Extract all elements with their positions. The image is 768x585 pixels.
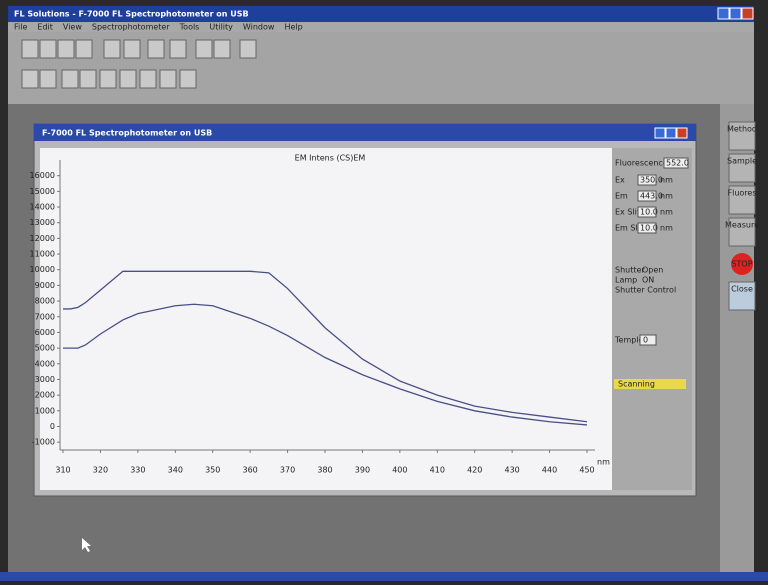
mode-label: Fluorescence <box>615 159 668 168</box>
child-maximize[interactable] <box>666 128 676 138</box>
child-minimize[interactable] <box>655 128 665 138</box>
menu-item[interactable]: Spectrophotometer <box>92 23 170 32</box>
right-toolbar-label[interactable]: Close <box>731 285 753 294</box>
y-tick-label: 5000 <box>35 344 55 353</box>
taskbar <box>0 572 768 581</box>
y-tick-label: 4000 <box>35 359 55 368</box>
temp-label: Temple <box>614 336 644 345</box>
field-unit: nm <box>660 192 673 201</box>
y-tick-label: 7000 <box>35 312 55 321</box>
x-tick-label: 410 <box>430 466 445 475</box>
x-tick-label: 380 <box>317 466 332 475</box>
field-value: 10.0 <box>640 224 658 233</box>
menu-item[interactable]: Window <box>243 23 275 32</box>
y-tick-label: 12000 <box>30 234 55 243</box>
toolbar-button[interactable] <box>62 70 78 88</box>
x-tick-label: 370 <box>280 466 295 475</box>
toolbar-button[interactable] <box>180 70 196 88</box>
right-toolbar-label[interactable]: Measure <box>725 221 759 230</box>
x-axis-label: nm <box>597 458 610 467</box>
mode-value: 552.0 <box>666 159 689 168</box>
close-button[interactable] <box>742 8 753 19</box>
field-label: Ex Slit <box>615 208 640 217</box>
x-tick-label: 430 <box>505 466 520 475</box>
toolbar-button[interactable] <box>22 40 38 58</box>
toolbar-button[interactable] <box>104 40 120 58</box>
toolbar-button[interactable] <box>40 70 56 88</box>
shutter-label: Shutter <box>615 266 645 275</box>
toolbar-button[interactable] <box>22 70 38 88</box>
y-tick-label: 11000 <box>30 250 55 259</box>
y-tick-label: 15000 <box>30 187 55 196</box>
field-label: Em <box>615 192 628 201</box>
shutter-control: Shutter Control <box>615 286 676 295</box>
maximize-button[interactable] <box>730 8 741 19</box>
x-tick-label: 450 <box>579 466 594 475</box>
toolbar-button[interactable] <box>196 40 212 58</box>
lamp-label: Lamp <box>615 276 637 285</box>
y-tick-label: 16000 <box>30 171 55 180</box>
field-label: Ex <box>615 176 625 185</box>
chart-title: EM Intens (CS)EM <box>295 154 366 163</box>
x-tick-label: 420 <box>467 466 482 475</box>
toolbar-button[interactable] <box>100 70 116 88</box>
toolbar-button[interactable] <box>58 40 74 58</box>
x-tick-label: 440 <box>542 466 557 475</box>
shutter-value: Open <box>642 266 663 275</box>
y-tick-label: 10000 <box>30 265 55 274</box>
right-toolbar-label[interactable]: Method <box>727 125 757 134</box>
right-toolbar-label[interactable]: STOP <box>731 260 752 269</box>
y-tick-label: 13000 <box>30 218 55 227</box>
child-title: F-7000 FL Spectrophotometer on USB <box>42 129 212 138</box>
toolbar-button[interactable] <box>40 40 56 58</box>
menu-item[interactable]: View <box>63 23 82 32</box>
field-value: 10.0 <box>640 208 658 217</box>
y-tick-label: 3000 <box>35 375 55 384</box>
toolbar-button[interactable] <box>148 40 164 58</box>
menu-item[interactable]: Tools <box>179 23 200 32</box>
menu-item[interactable]: File <box>14 23 27 32</box>
field-unit: nm <box>660 224 673 233</box>
app-title: FL Solutions - F-7000 FL Spectrophotomet… <box>14 10 249 19</box>
toolbar-button[interactable] <box>80 70 96 88</box>
y-tick-label: 8000 <box>35 297 55 306</box>
toolbar-button[interactable] <box>214 40 230 58</box>
x-tick-label: 390 <box>355 466 370 475</box>
status: Scanning <box>618 380 655 389</box>
x-tick-label: 310 <box>55 466 70 475</box>
menu-item[interactable]: Help <box>284 23 302 32</box>
right-toolbar-label[interactable]: Fluores <box>728 189 757 198</box>
x-tick-label: 330 <box>130 466 145 475</box>
page: { "app": { "title": "FL Solutions - F-70… <box>0 0 768 581</box>
toolbar-button[interactable] <box>76 40 92 58</box>
toolbar-button[interactable] <box>170 40 186 58</box>
x-tick-label: 400 <box>392 466 407 475</box>
y-tick-label: 14000 <box>30 203 55 212</box>
x-tick-label: 360 <box>243 466 258 475</box>
y-tick-label: -1000 <box>32 438 55 447</box>
minimize-button[interactable] <box>718 8 729 19</box>
x-tick-label: 350 <box>205 466 220 475</box>
temp-value: 0 <box>643 336 648 345</box>
menu-item[interactable]: Utility <box>209 23 233 32</box>
field-unit: nm <box>660 208 673 217</box>
menu-item[interactable]: Edit <box>37 23 53 32</box>
lamp-value: ON <box>642 276 654 285</box>
toolbar-button[interactable] <box>160 70 176 88</box>
toolbar-button[interactable] <box>124 40 140 58</box>
x-tick-label: 340 <box>168 466 183 475</box>
child-close[interactable] <box>677 128 687 138</box>
field-unit: nm <box>660 176 673 185</box>
screen: FL Solutions - F-7000 FL Spectrophotomet… <box>0 0 768 581</box>
y-tick-label: 9000 <box>35 281 55 290</box>
y-tick-label: 0 <box>50 422 55 431</box>
y-tick-label: 6000 <box>35 328 55 337</box>
y-tick-label: 1000 <box>35 406 55 415</box>
toolbar-button[interactable] <box>120 70 136 88</box>
x-tick-label: 320 <box>93 466 108 475</box>
toolbar-button[interactable] <box>240 40 256 58</box>
right-toolbar-label[interactable]: Sample <box>727 157 757 166</box>
toolbar-button[interactable] <box>140 70 156 88</box>
y-tick-label: 2000 <box>35 391 55 400</box>
